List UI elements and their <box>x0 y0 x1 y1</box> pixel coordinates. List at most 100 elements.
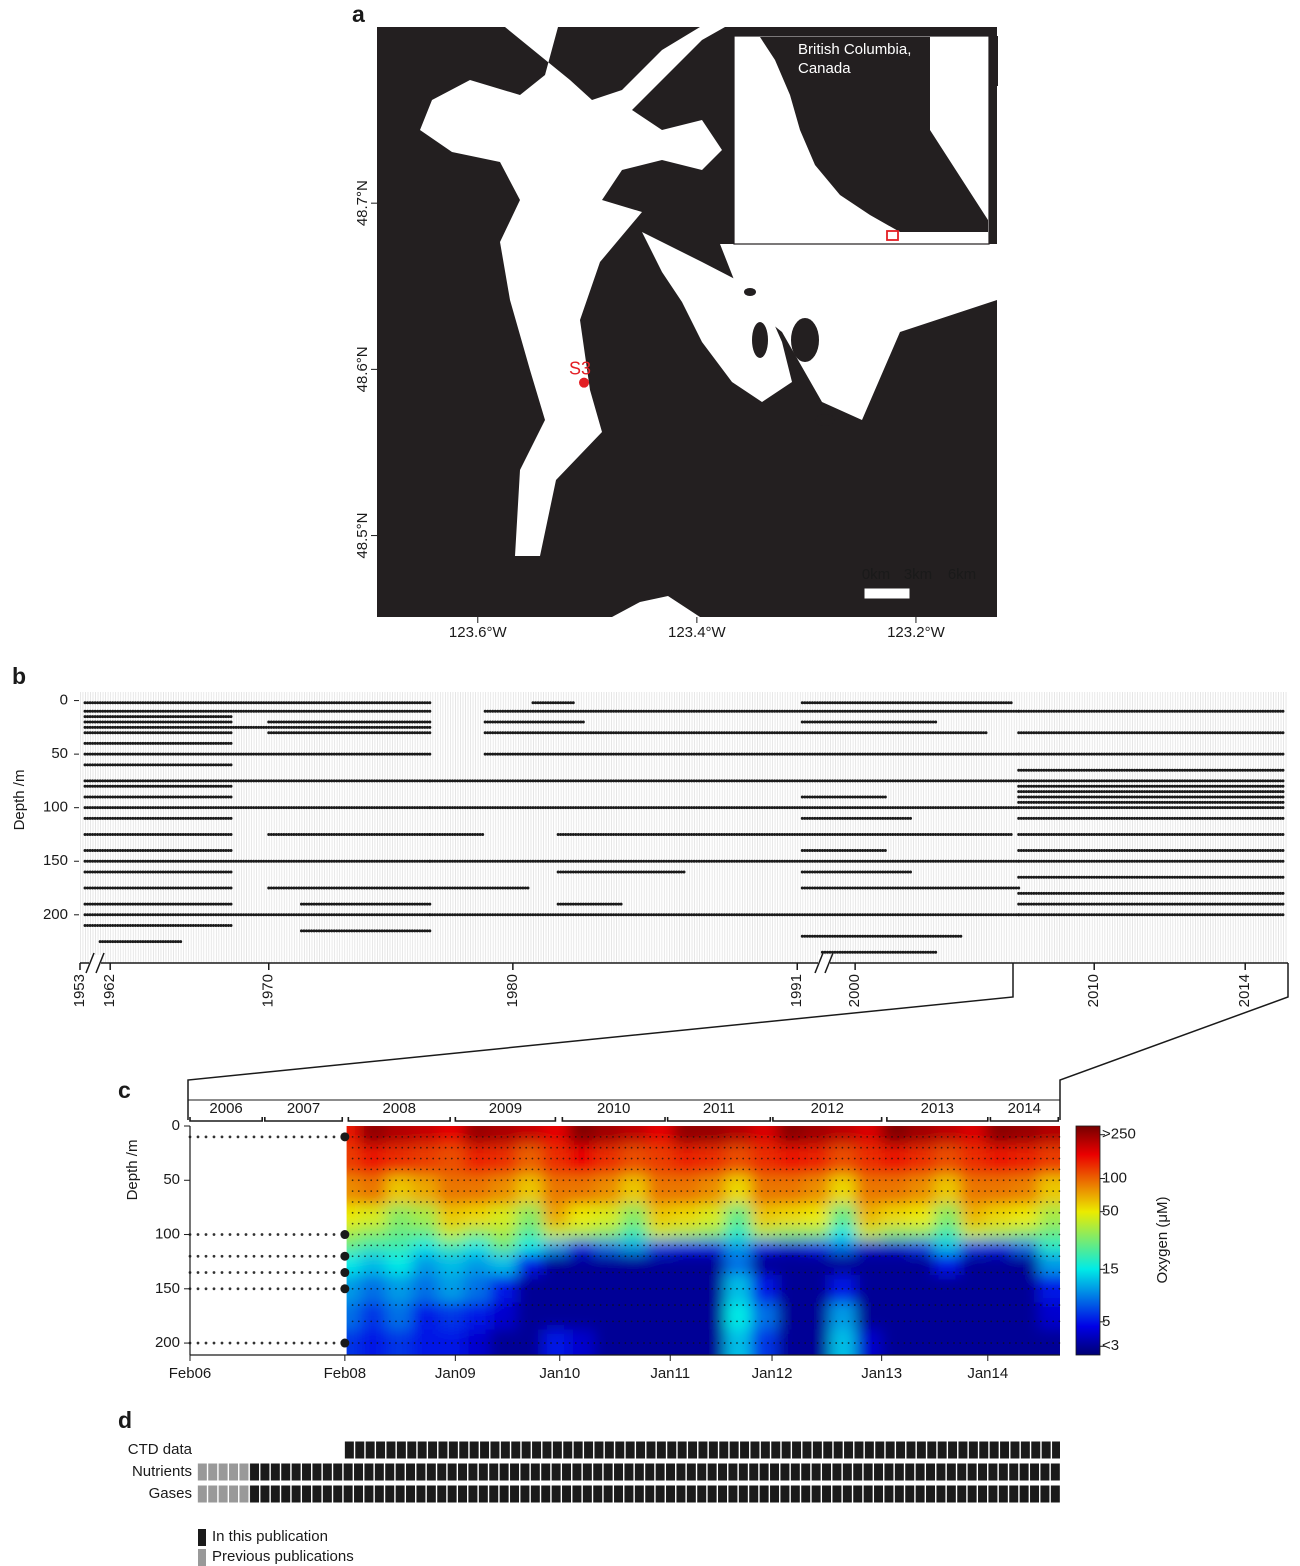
heat-cell <box>986 1275 1013 1303</box>
heat-cell <box>855 1329 883 1355</box>
year-label: 2006 <box>209 1100 242 1117</box>
heat-cell <box>359 1302 387 1330</box>
map: 0km 3km 6km <box>377 27 998 617</box>
heat-cell <box>464 1174 491 1206</box>
inset-label: British Columbia, Canada <box>798 41 912 77</box>
heat-cell <box>1038 1204 1061 1227</box>
axis-break <box>85 952 95 974</box>
heat-cell <box>385 1302 413 1330</box>
heat-cell <box>1038 1126 1061 1146</box>
heat-cell <box>959 1329 987 1355</box>
x-tick-label: Jan13 <box>861 1365 902 1382</box>
heat-cell <box>490 1226 517 1241</box>
heat-cell <box>359 1275 387 1303</box>
year-label: 2007 <box>287 1100 320 1117</box>
colorbar-tick-label: 5 <box>1102 1313 1110 1330</box>
y-axis-title: Depth /m <box>11 770 28 831</box>
heat-cell <box>542 1253 569 1276</box>
y-tick-label: 100 <box>43 799 68 816</box>
heat-cell <box>986 1302 1013 1330</box>
heat-cell <box>542 1302 569 1330</box>
heat-cell <box>464 1126 491 1146</box>
heat-cell <box>907 1174 935 1206</box>
scale-label: 6km <box>948 566 976 583</box>
heat-cell <box>437 1329 465 1355</box>
heatmap-cells <box>346 1126 1061 1355</box>
year-label: 2009 <box>489 1100 522 1117</box>
heat-cell <box>829 1126 857 1146</box>
heat-cell <box>385 1226 413 1241</box>
heat-cell <box>986 1174 1013 1206</box>
heat-cell <box>959 1144 987 1176</box>
heat-cell <box>751 1302 778 1330</box>
heat-cell <box>346 1204 361 1227</box>
panel-label: a <box>352 1 365 27</box>
x-tick-label: 2010 <box>1085 974 1102 1007</box>
heat-cell <box>464 1144 491 1176</box>
heat-cell <box>933 1329 961 1355</box>
heat-cell <box>1038 1302 1061 1330</box>
station <box>579 377 590 388</box>
y-tick-label: 150 <box>155 1280 180 1297</box>
heat-cell <box>698 1144 726 1176</box>
heat-cell <box>1012 1329 1039 1355</box>
legend-label: In this publication <box>212 1528 328 1545</box>
island <box>791 318 819 362</box>
heat-cell <box>986 1204 1013 1227</box>
heat-cell <box>881 1144 909 1176</box>
heat-cell <box>933 1253 961 1276</box>
heat-cell <box>933 1144 961 1176</box>
y-tick-label: 50 <box>163 1171 180 1188</box>
water <box>720 244 997 420</box>
heat-cell <box>933 1239 961 1255</box>
heat-cell <box>346 1174 361 1206</box>
heat-cell <box>829 1174 857 1206</box>
heat-cell <box>620 1329 648 1355</box>
x-tick-label: Feb08 <box>324 1365 367 1382</box>
year-label: 2012 <box>811 1100 844 1117</box>
heat-cell <box>751 1174 778 1206</box>
heat-cell <box>725 1226 752 1241</box>
heat-cell <box>516 1239 543 1255</box>
heat-cell <box>385 1126 413 1146</box>
heat-cell <box>933 1302 961 1330</box>
heat-cell <box>959 1204 987 1227</box>
heat-cell <box>594 1275 622 1303</box>
heat-cell <box>385 1144 413 1176</box>
heat-cell <box>646 1144 674 1176</box>
heat-cell <box>855 1226 883 1241</box>
axis-break <box>824 952 834 974</box>
heat-cell <box>672 1275 700 1303</box>
heat-cell <box>803 1126 830 1146</box>
heat-cell <box>568 1174 596 1206</box>
heat-cell <box>1038 1144 1061 1176</box>
heat-cell <box>672 1302 700 1330</box>
heat-cell <box>620 1253 648 1276</box>
heat-cell <box>855 1174 883 1206</box>
legend-label: Previous publications <box>212 1548 354 1565</box>
heat-cell <box>411 1329 439 1355</box>
heat-cell <box>464 1302 491 1330</box>
heat-cell <box>1012 1239 1039 1255</box>
heat-cell <box>346 1253 361 1276</box>
legend-swatch <box>198 1549 206 1566</box>
heat-cell <box>777 1302 804 1330</box>
inset-land <box>760 37 988 232</box>
y-tick-label: 200 <box>155 1334 180 1351</box>
heat-cell <box>986 1239 1013 1255</box>
heat-cell <box>1012 1253 1039 1276</box>
heat-cell <box>672 1204 700 1227</box>
heat-cell <box>568 1226 596 1241</box>
heat-cell <box>490 1204 517 1227</box>
heat-cell <box>646 1253 674 1276</box>
heat-cell <box>542 1204 569 1227</box>
x-tick-label: 1953 <box>71 974 88 1007</box>
heat-cell <box>777 1204 804 1227</box>
heat-cell <box>516 1253 543 1276</box>
island <box>744 288 756 296</box>
heat-cell <box>959 1239 987 1255</box>
year-bracket <box>264 1117 344 1122</box>
heat-cell <box>698 1329 726 1355</box>
y-tick-label: 48.6°N <box>354 346 371 392</box>
zoom-connector <box>187 963 1014 1120</box>
